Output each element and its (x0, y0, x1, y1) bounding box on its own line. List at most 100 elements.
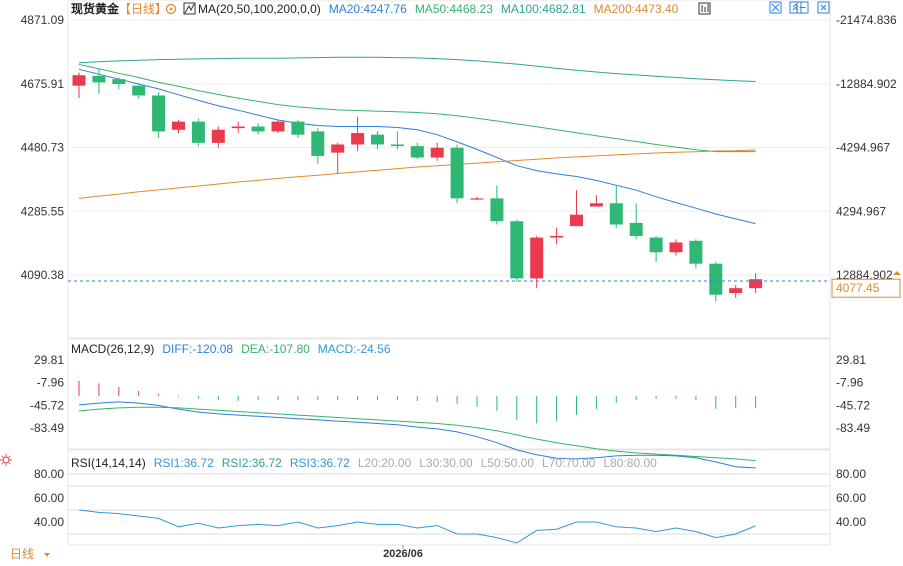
rsi-l20-label: L20:20.00 (358, 456, 412, 470)
rsi3-label: RSI3:36.72 (290, 456, 350, 470)
main-right-tick-label: 12884.902 (836, 268, 893, 282)
macd-diff-line (78, 401, 756, 469)
candle-body (490, 198, 504, 222)
macd-dea-line (78, 406, 756, 462)
candle-body (430, 147, 444, 158)
plot-borders (67, 0, 831, 546)
candle-body (132, 85, 146, 96)
candle-body (112, 79, 126, 85)
macd-left-tick-label: -83.49 (30, 421, 64, 435)
macd-diff-label: DIFF:-120.08 (162, 342, 233, 356)
rsi-right-tick-label: 60.00 (836, 491, 866, 505)
candle-body (72, 75, 86, 86)
ma20-line (78, 68, 756, 225)
restore-icon[interactable] (796, 1, 809, 14)
candlesticks (72, 69, 763, 302)
rsi-title: RSI(14,14,14) (71, 456, 146, 470)
candle-body (709, 263, 723, 295)
main-right-tick-label: -21474.836 (836, 13, 897, 27)
candle-body (251, 126, 265, 132)
rsi-grid (68, 473, 830, 535)
rsi-left-tick-label: 80.00 (34, 467, 64, 481)
sun-icon[interactable] (0, 454, 12, 466)
candle-body (749, 279, 763, 289)
candle-body (152, 95, 166, 132)
close-icon[interactable] (817, 1, 830, 14)
main-left-tick-label: 4480.73 (21, 141, 65, 155)
macd-right-tick-label: -45.72 (836, 398, 870, 412)
rsi-l80-label: L80:80.00 (603, 456, 657, 470)
main-right-tick-label: -4294.967 (836, 141, 890, 155)
last-price-text: 4077.45 (836, 281, 880, 295)
candle-body (172, 121, 185, 130)
rsi-l50-label: L50:50.00 (481, 456, 535, 470)
main-left-tick-label: 4871.09 (21, 13, 65, 27)
rsi-lines (78, 509, 756, 544)
ma50-line (78, 64, 756, 153)
ma100-line (78, 56, 756, 82)
macd-right-tick-label: -7.96 (836, 376, 864, 390)
candle-body (291, 121, 305, 135)
ma-legend: MA(20,50,100,200,0,0) MA20:4247.76 MA50:44… (198, 2, 679, 16)
candle-body (689, 240, 703, 264)
main-legend: 现货黄金【日线】 (71, 1, 167, 16)
candle-body (470, 198, 484, 200)
candle-body (589, 203, 603, 207)
candle-body (331, 144, 345, 153)
candle-body (550, 235, 564, 238)
candle-body (410, 146, 424, 158)
candle-body (629, 222, 643, 236)
legend-period: 【日线】 (119, 2, 167, 16)
settings-gear-icon[interactable] (165, 3, 177, 15)
legend-ma: MA(20,50,100,200,0,0) (198, 2, 321, 16)
macd-histogram (78, 380, 757, 424)
chart-switch-icon[interactable] (698, 2, 711, 15)
macd-right-tick-label: 29.81 (836, 353, 866, 367)
main-left-tick-label: 4090.38 (21, 268, 65, 282)
candle-body (570, 214, 583, 227)
candle-body (390, 144, 404, 147)
candle-body (649, 237, 663, 253)
candle-body (510, 221, 524, 279)
candle-body (530, 237, 544, 279)
rsi-legend: RSI(14,14,14) RSI1:36.72 RSI2:36.72 RSI3:36… (71, 456, 657, 470)
macd-left-tick-label: 29.81 (34, 353, 64, 367)
macd-dea-label: DEA:-107.80 (241, 342, 310, 356)
chevron-down-icon[interactable] (44, 553, 50, 557)
rsi2-label: RSI2:36.72 (222, 456, 282, 470)
legend-symbol: 现货黄金 (71, 1, 120, 16)
candle-body (271, 121, 285, 132)
rsi1-label: RSI1:36.72 (154, 456, 214, 470)
legend-ma20: MA20:4247.76 (329, 2, 407, 16)
moving-average-lines (78, 56, 756, 225)
main-right-tick-label: -12884.902 (836, 77, 897, 91)
left-axis-ticks: 4871.09 4675.91 4480.73 4285.55 4090.38 29.81… (21, 13, 65, 529)
ma-indicator-icon[interactable] (183, 2, 196, 15)
period-selector[interactable]: 日线 (10, 547, 34, 561)
rsi-l70-label: L70:70.00 (542, 456, 596, 470)
main-left-tick-label: 4285.55 (21, 204, 65, 218)
rsi-right-tick-label: 80.00 (836, 467, 866, 481)
candle-body (92, 75, 106, 83)
rsi-left-tick-label: 40.00 (34, 515, 64, 529)
main-left-tick-label: 4675.91 (21, 77, 65, 91)
rsi1-line (78, 509, 756, 544)
macd-left-tick-label: -7.96 (37, 376, 65, 390)
macd-right-tick-label: -83.49 (836, 421, 870, 435)
rsi-left-tick-label: 60.00 (34, 491, 64, 505)
macd-legend: MACD(26,12,9) DIFF:-120.08 DEA:-107.80 MACD… (71, 342, 391, 356)
legend-ma100: MA100:4682.81 (501, 2, 586, 16)
candle-body (729, 288, 743, 294)
price-marker-icon (893, 271, 901, 275)
macd-title: MACD(26,12,9) (71, 342, 154, 356)
rsi-l30-label: L30:30.00 (419, 456, 473, 470)
macd-left-tick-label: -45.72 (30, 398, 64, 412)
candle-body (371, 134, 384, 145)
expand-icon[interactable] (769, 1, 782, 14)
collapse-icon[interactable] (789, 1, 802, 14)
candle-body (609, 203, 623, 225)
ma200-line (78, 149, 756, 199)
rsi-right-tick-label: 40.00 (836, 515, 866, 529)
legend-ma200: MA200:4473.40 (594, 2, 679, 16)
